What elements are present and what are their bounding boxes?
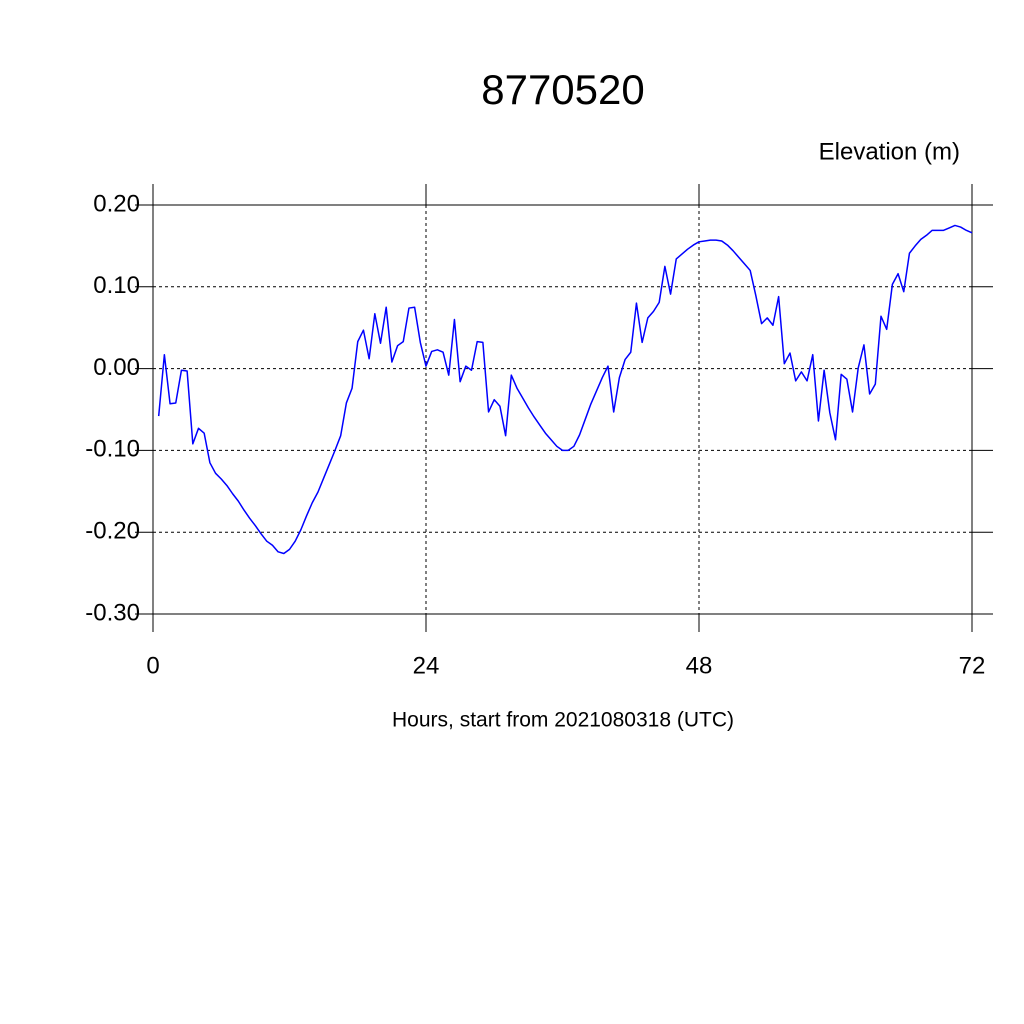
y-tick-label: 0.10 <box>93 272 140 299</box>
y-tick-label: 0.20 <box>93 190 140 217</box>
x-tick-label: 24 <box>413 652 440 679</box>
y-tick-label: -0.30 <box>85 599 140 626</box>
y-axis-label: Elevation (m) <box>819 138 960 165</box>
plot-frame <box>152 204 973 615</box>
x-tick-label: 48 <box>686 652 713 679</box>
y-tick-label: -0.10 <box>85 436 140 463</box>
y-tick-label: 0.00 <box>93 354 140 381</box>
chart-title: 8770520 <box>481 66 645 113</box>
y-tick-label: -0.20 <box>85 518 140 545</box>
x-axis-label: Hours, start from 2021080318 (UTC) <box>392 709 734 732</box>
x-tick-label: 72 <box>959 652 986 679</box>
data-line <box>157 224 973 555</box>
x-tick-label: 0 <box>146 652 159 679</box>
